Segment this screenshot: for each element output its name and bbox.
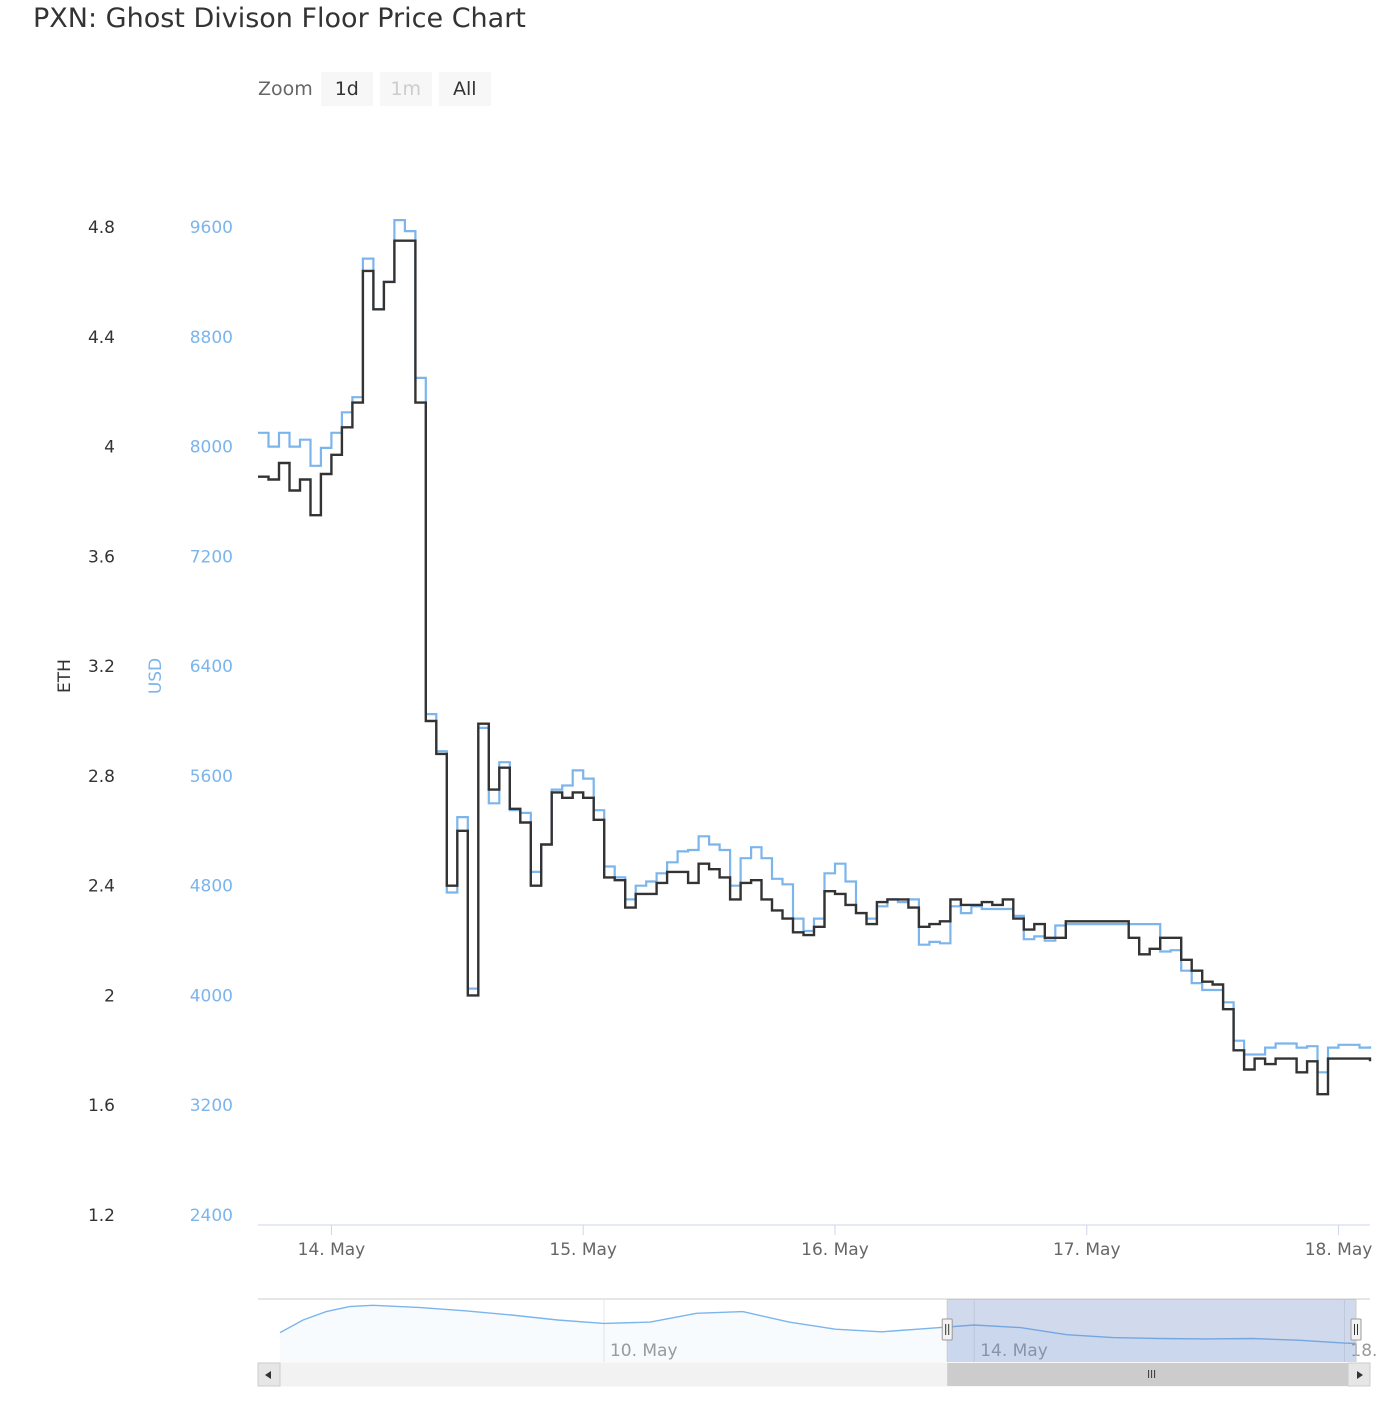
navigator-selection-mask bbox=[947, 1299, 1356, 1362]
zoom-1d-button[interactable]: 1d bbox=[320, 72, 373, 106]
eth-axis: 4.8 4.4 4 3.6 3.2 2.8 2.4 2 1.6 1.2 bbox=[88, 218, 115, 1226]
navigator-left-handle[interactable] bbox=[941, 1318, 953, 1341]
eth-tick-label: 1.2 bbox=[88, 1206, 115, 1226]
usd-tick-label: 8800 bbox=[190, 328, 233, 348]
usd-axis-title: USD bbox=[146, 658, 166, 694]
navigator-tick-label: 14. May bbox=[980, 1341, 1048, 1361]
handle-body bbox=[1350, 1318, 1362, 1341]
usd-tick-label: 3200 bbox=[190, 1096, 233, 1116]
eth-tick-label: 2 bbox=[104, 986, 115, 1006]
zoom-label: Zoom bbox=[258, 78, 313, 100]
x-tick-label: 17. May bbox=[1053, 1240, 1121, 1260]
usd-tick-label: 9600 bbox=[190, 218, 233, 238]
x-axis: 14. May 15. May 16. May 17. May 18. May bbox=[258, 1224, 1373, 1260]
usd-tick-label: 4000 bbox=[190, 986, 233, 1006]
x-tick-label: 18. May bbox=[1305, 1240, 1373, 1260]
eth-tick-label: 4.8 bbox=[88, 218, 115, 238]
navigator-tick-label: 18. May bbox=[1350, 1341, 1382, 1361]
x-tick-label: 16. May bbox=[801, 1240, 869, 1260]
x-tick-label: 15. May bbox=[549, 1240, 617, 1260]
usd-tick-label: 4800 bbox=[190, 877, 233, 897]
plot-area bbox=[258, 219, 1372, 1096]
navigator-scrollbar[interactable] bbox=[257, 1362, 1371, 1387]
navigator-tick-label: 10. May bbox=[610, 1341, 678, 1361]
x-tick-label: 14. May bbox=[298, 1240, 366, 1260]
eth-series-line bbox=[258, 239, 1372, 1096]
eth-tick-label: 3.2 bbox=[88, 657, 115, 677]
usd-tick-label: 7200 bbox=[190, 547, 233, 567]
eth-tick-label: 4 bbox=[104, 438, 115, 458]
zoom-selector: Zoom 1d 1m All bbox=[258, 72, 498, 106]
eth-tick-label: 3.6 bbox=[88, 547, 115, 567]
usd-tick-label: 8000 bbox=[190, 438, 233, 458]
eth-tick-label: 4.4 bbox=[88, 328, 115, 348]
zoom-1m-button: 1m bbox=[379, 72, 432, 106]
usd-tick-label: 6400 bbox=[190, 657, 233, 677]
navigator: 10. May 14. May 18. May bbox=[257, 1298, 1382, 1387]
usd-tick-label: 2400 bbox=[190, 1206, 233, 1226]
navigator-series-line bbox=[279, 1304, 1357, 1345]
arrow-left-icon bbox=[265, 1371, 271, 1379]
usd-axis: 9600 8800 8000 7200 6400 5600 4800 4000 3200 2400 bbox=[190, 218, 233, 1226]
chart-title: PXN: Ghost Divison Floor Price Chart bbox=[33, 3, 526, 34]
eth-tick-label: 2.8 bbox=[88, 767, 115, 787]
navigator-right-handle[interactable] bbox=[1350, 1318, 1362, 1341]
scrollbar-right-button[interactable] bbox=[1347, 1362, 1371, 1387]
usd-tick-label: 5600 bbox=[190, 767, 233, 787]
zoom-all-button[interactable]: All bbox=[438, 72, 491, 106]
eth-axis-title: ETH bbox=[55, 659, 75, 693]
handle-body bbox=[941, 1318, 953, 1341]
eth-tick-label: 1.6 bbox=[88, 1096, 115, 1116]
eth-tick-label: 2.4 bbox=[88, 877, 115, 897]
scrollbar-left-button[interactable] bbox=[257, 1362, 281, 1387]
arrow-right-icon bbox=[1357, 1371, 1363, 1379]
